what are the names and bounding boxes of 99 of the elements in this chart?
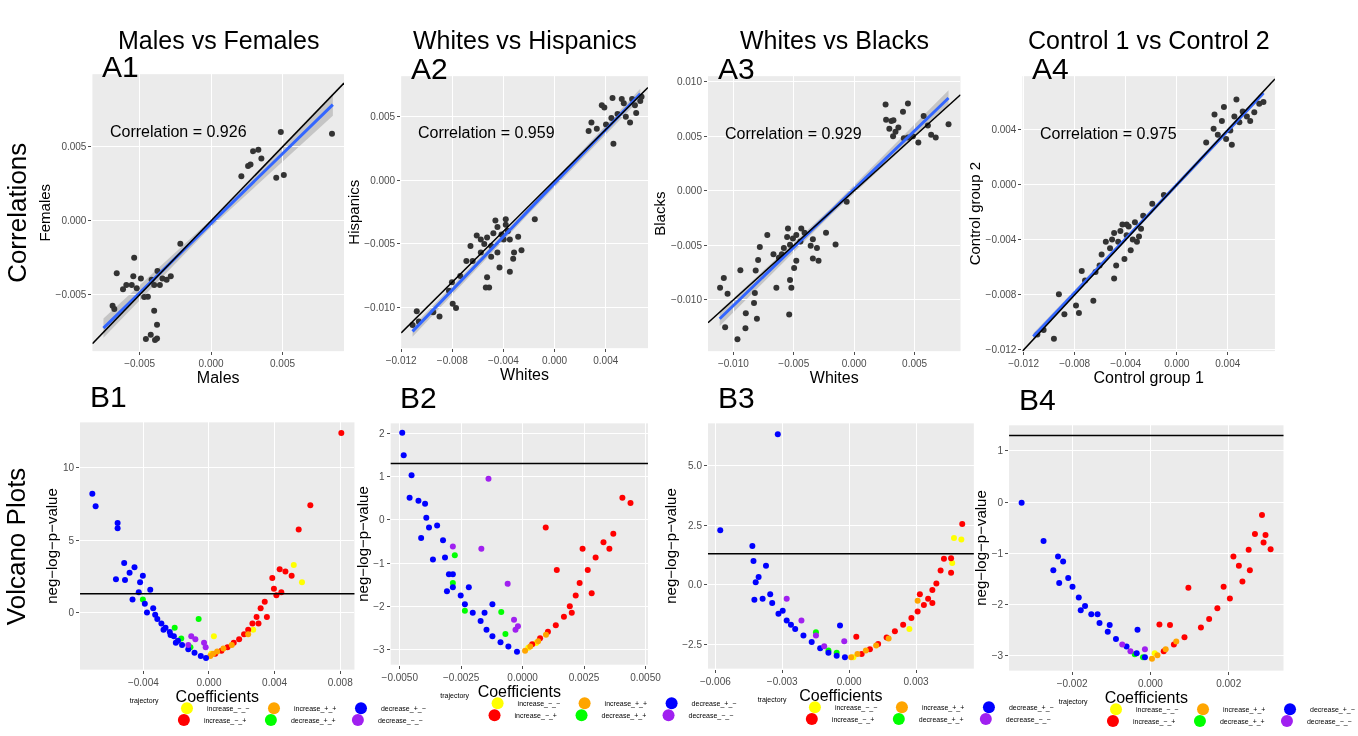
annotation: Correlation = 0.975 [1040, 125, 1177, 142]
text: Volcano Plots [1, 467, 32, 626]
x-axis-title: Coefficients [799, 686, 883, 704]
y-tick-label: −0.010 [364, 302, 396, 313]
y-tick-label: −0.005 [55, 289, 87, 301]
y-tick-label: −0.012 [985, 344, 1017, 356]
x-tick-label: 0.000 [198, 358, 225, 370]
x-tick-label: 0.000 [1137, 677, 1164, 689]
y-axis-title: Blacks [651, 191, 669, 236]
annotation: Correlation = 0.929 [725, 125, 862, 142]
y-axis-title: neg−log−p−value [353, 486, 371, 602]
y-tick-label: 2 [379, 427, 386, 439]
x-tick-label: −0.008 [436, 355, 469, 367]
text: Correlations [1, 142, 32, 283]
y-tick-label: 0 [379, 514, 386, 526]
x-tick-label: 0.0025 [568, 671, 600, 683]
y-axis-title: neg−log−p−value [43, 488, 61, 604]
x-tick-label: 0.002 [1216, 677, 1242, 689]
x-tick-label: 0.000 [196, 676, 222, 688]
x-tick-label: 0.000 [841, 358, 868, 370]
x-tick-label: 0.004 [593, 355, 619, 367]
x-axis-title: Coefficients [1104, 688, 1188, 706]
y-tick-label: −0.010 [671, 294, 703, 306]
x-tick-label: −0.004 [1110, 358, 1142, 370]
x-axis-title: Coefficients [477, 682, 561, 700]
x-tick-label: −0.002 [1056, 677, 1088, 689]
y-axis-title: Hispanics [344, 179, 362, 245]
x-tick-label: −0.0050 [381, 671, 419, 683]
y-tick-label: 0.004 [991, 124, 1017, 136]
x-tick-label: 0.008 [327, 676, 354, 688]
chart-subtitle: A2 [411, 52, 448, 85]
x-tick-label: −0.005 [124, 358, 156, 370]
chart-subtitle: A4 [1032, 52, 1069, 85]
x-tick-label: 0.004 [1215, 358, 1241, 370]
x-tick-label: 0.005 [902, 358, 928, 370]
x-tick-label: −0.010 [717, 358, 750, 370]
y-tick-label: 0 [68, 607, 75, 619]
x-tick-label: 0.003 [903, 675, 930, 687]
chart-subtitle: B3 [718, 381, 755, 414]
chart-subtitle: B1 [90, 380, 127, 413]
chart-title: Whites vs Hispanics [413, 26, 637, 54]
x-axis-title: Coefficients [175, 687, 259, 705]
y-tick-label: 5.0 [688, 459, 703, 471]
y-tick-label: 5 [68, 534, 75, 546]
x-tick-label: −0.004 [127, 676, 160, 688]
y-axis-title: neg−log−p−value [971, 490, 989, 606]
y-axis-title: Control group 2 [965, 161, 983, 266]
x-tick-label: −0.006 [699, 675, 732, 687]
x-tick-label: 0.000 [1164, 358, 1190, 370]
y-tick-label: 0.0 [688, 579, 703, 591]
annotation: Correlation = 0.959 [418, 124, 555, 141]
x-tick-label: −0.005 [778, 358, 810, 370]
y-tick-label: 0.000 [370, 174, 396, 186]
x-tick-label: −0.0025 [442, 671, 480, 683]
y-tick-label: −0.008 [985, 289, 1017, 301]
chart-title: Control 1 vs Control 2 [1028, 26, 1270, 54]
y-tick-label: 0.000 [676, 185, 703, 197]
y-tick-label: −0.004 [985, 234, 1017, 246]
x-tick-label: 0.000 [542, 355, 568, 367]
chart-title: Whites vs Blacks [740, 26, 929, 54]
x-axis-title: Males [196, 369, 240, 387]
x-tick-label: 0.0000 [507, 671, 539, 683]
y-tick-label: −3 [991, 650, 1004, 662]
x-tick-label: 0.005 [270, 358, 296, 370]
y-tick-label: −1 [373, 557, 386, 569]
y-tick-label: 0.005 [61, 141, 87, 153]
y-tick-label: −2 [373, 600, 386, 612]
y-tick-label: 10 [62, 462, 75, 474]
x-tick-label: 0.004 [262, 676, 288, 688]
chart-subtitle: B4 [1019, 383, 1056, 416]
x-axis-title: Whites [500, 366, 550, 384]
x-tick-label: −0.003 [766, 675, 799, 687]
x-axis-title: Whites [809, 369, 859, 387]
y-tick-label: 1 [997, 445, 1004, 457]
chart-subtitle: A3 [718, 52, 755, 85]
x-tick-label: −0.008 [1059, 358, 1091, 370]
annotation: Correlation = 0.926 [110, 123, 247, 140]
chart-subtitle: B2 [400, 381, 437, 414]
y-tick-label: −3 [373, 644, 386, 656]
x-axis-title: Control group 1 [1093, 369, 1204, 387]
y-tick-label: 1 [379, 471, 386, 483]
y-tick-label: −2 [991, 599, 1004, 611]
y-axis-title: neg−log−p−value [662, 488, 680, 604]
y-tick-label: −0.005 [364, 238, 396, 250]
y-tick-label: 2.5 [688, 519, 703, 531]
y-tick-label: 0.000 [61, 215, 87, 227]
x-tick-label: 0.000 [836, 675, 863, 687]
y-tick-label: 0.005 [370, 111, 396, 123]
y-tick-label: −0.005 [671, 239, 703, 251]
x-tick-label: −0.012 [1008, 358, 1040, 370]
y-tick-label: 0.010 [676, 76, 703, 88]
x-tick-label: 0.0050 [630, 671, 662, 683]
y-tick-label: −1 [991, 547, 1004, 559]
y-tick-label: 0.005 [676, 130, 703, 142]
y-tick-label: 0.000 [991, 179, 1017, 191]
y-tick-label: 0 [997, 496, 1004, 508]
y-axis-title: Females [35, 183, 53, 242]
x-tick-label: −0.004 [488, 355, 520, 367]
y-tick-label: −2.5 [682, 639, 703, 651]
